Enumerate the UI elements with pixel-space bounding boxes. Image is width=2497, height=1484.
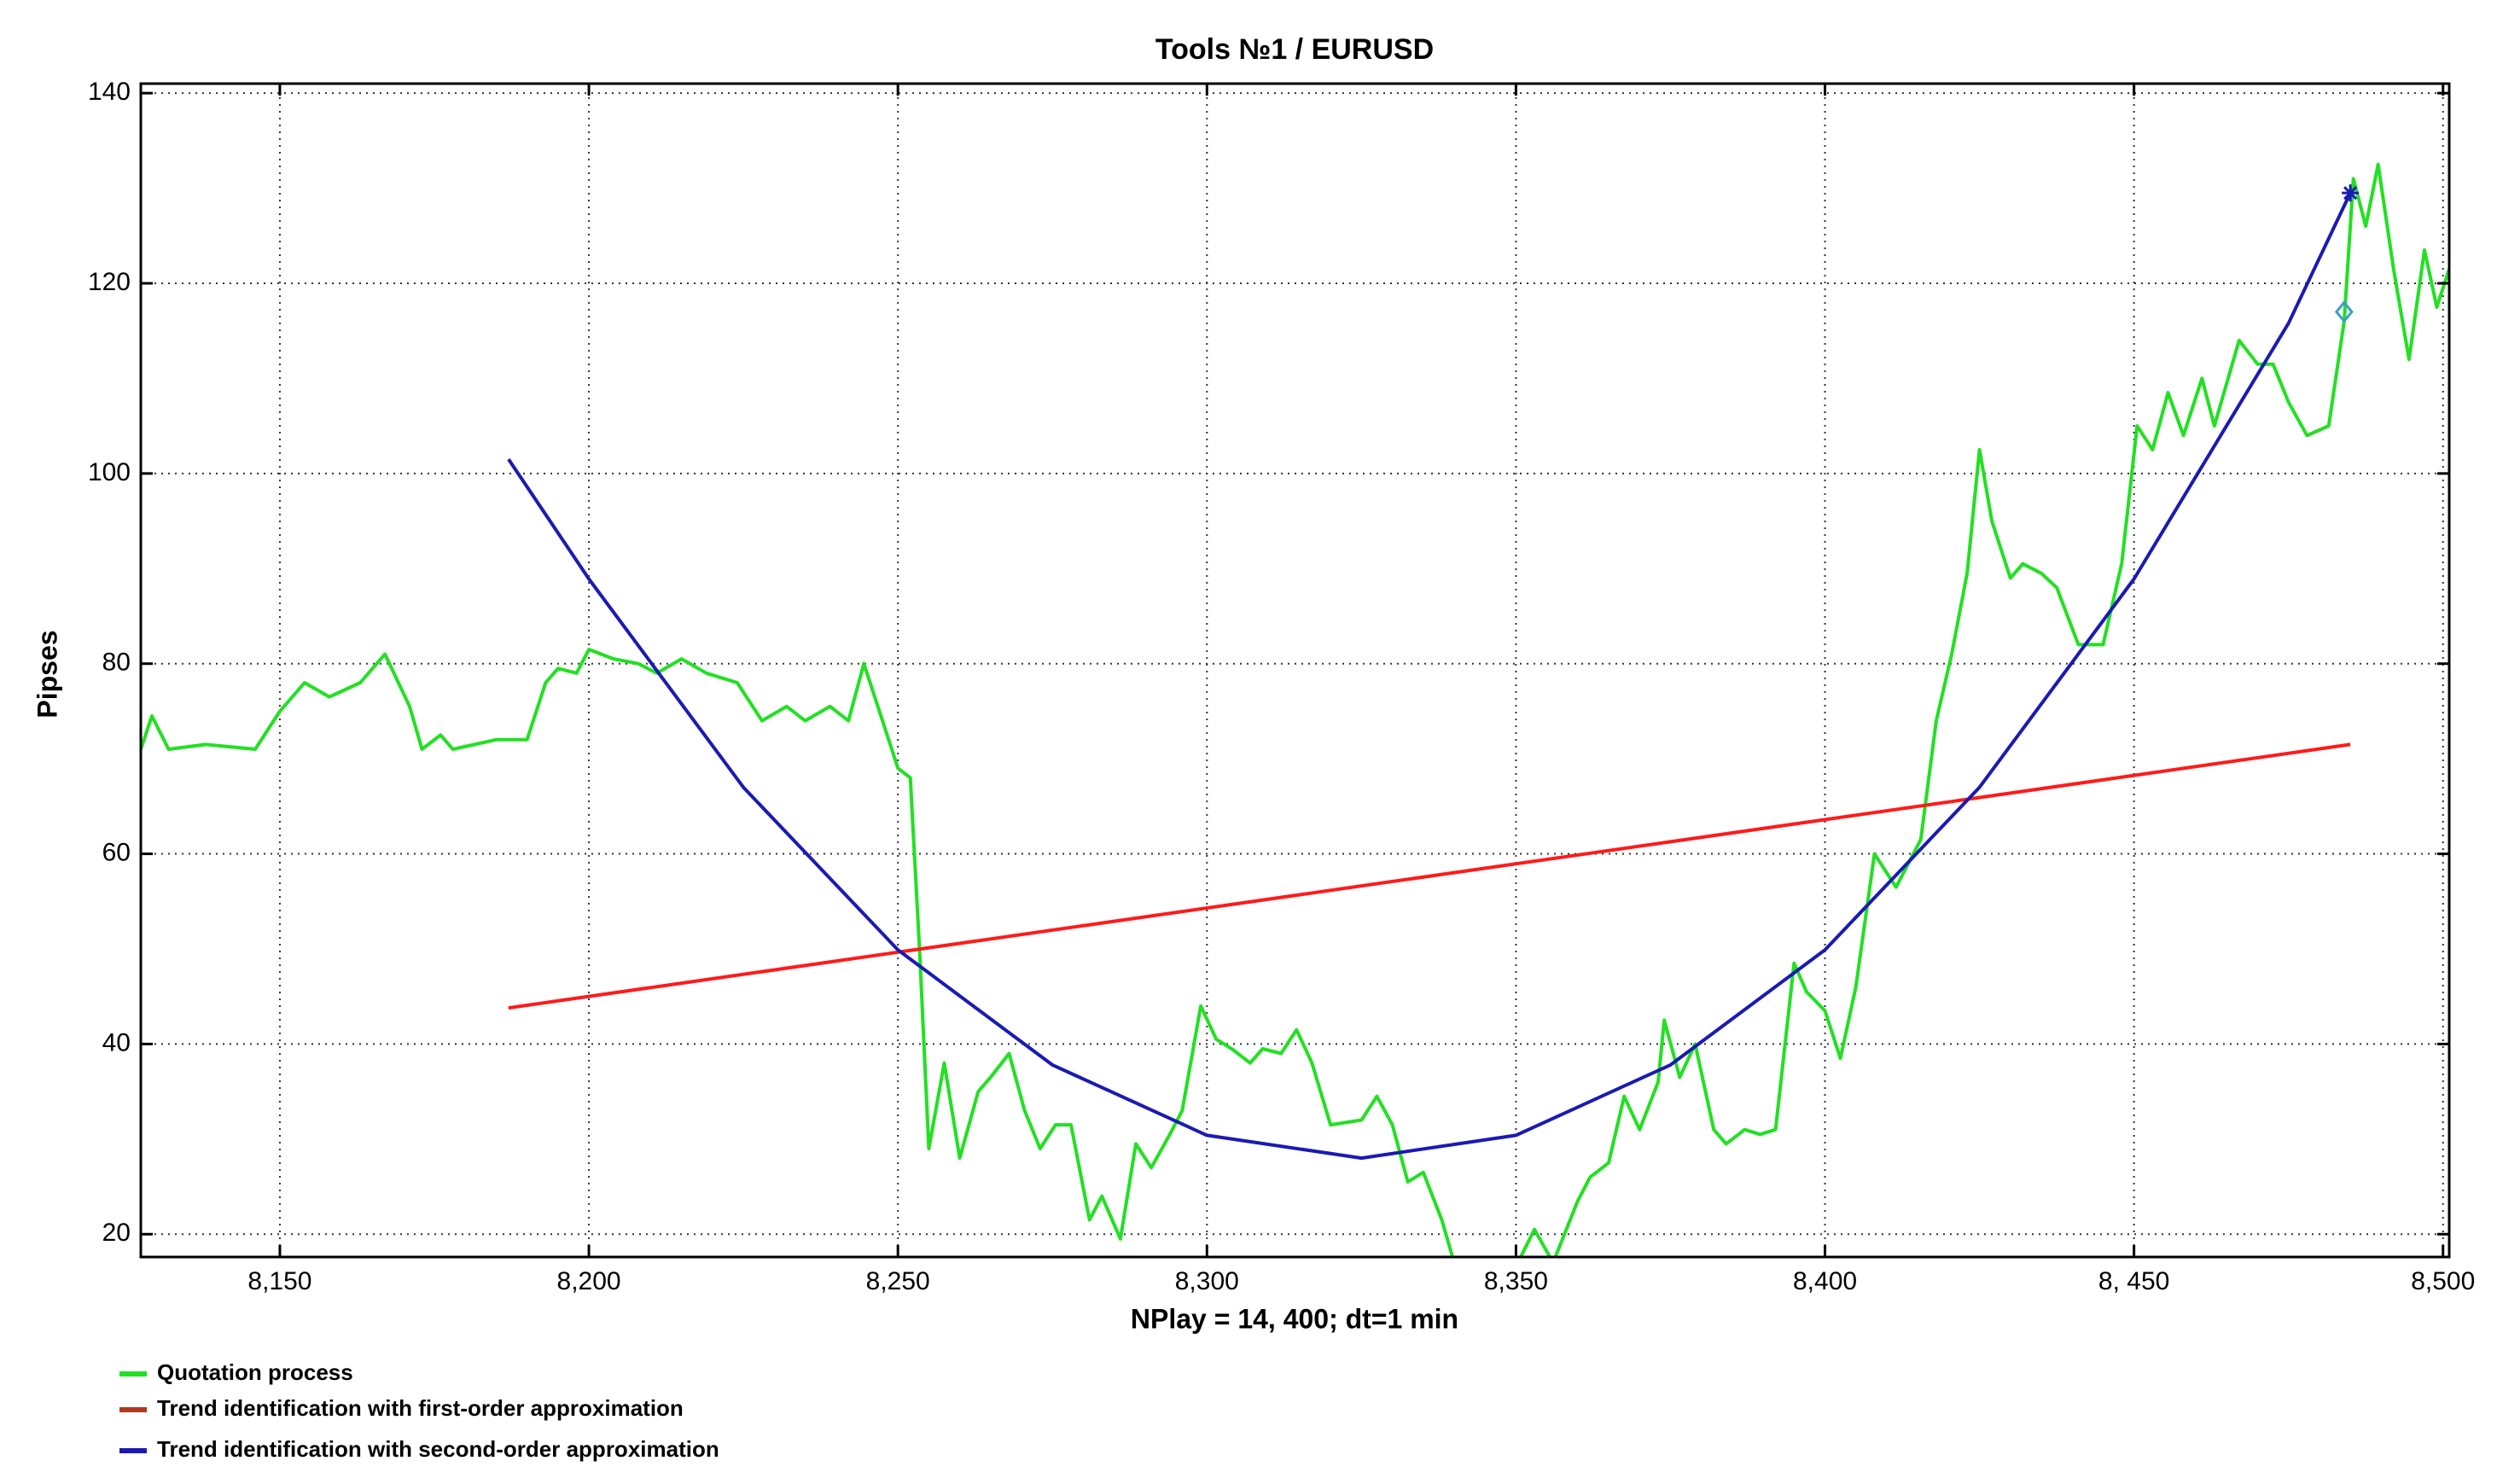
x-axis-label: NPlay = 14, 400; dt=1 min [1131,1303,1458,1334]
x-tick-label: 8,300 [1175,1267,1239,1295]
y-tick-label: 60 [102,838,131,866]
series-line [141,162,2449,1257]
marker [2342,184,2360,202]
x-tick-label: 8,500 [2411,1267,2475,1295]
legend-label: Trend identification with first-order ap… [157,1395,684,1421]
x-tick-label: 8,350 [1484,1267,1548,1295]
x-tick-label: 8,200 [557,1267,621,1295]
y-tick-label: 120 [88,268,131,296]
y-tick-label: 140 [88,78,131,106]
y-axis-label: Pipses [32,630,62,718]
x-tick-label: 8,250 [866,1267,930,1295]
y-tick-label: 100 [88,458,131,486]
x-tick-label: 8,150 [247,1267,311,1295]
y-tick-label: 40 [102,1028,131,1056]
marker [2334,300,2354,323]
legend-label: Trend identification with second-order a… [157,1436,719,1462]
plot-area [141,162,2449,1257]
x-tick-label: 8, 450 [2098,1267,2169,1295]
grid [141,84,2449,1257]
legend-label: Quotation process [157,1359,353,1385]
chart-title: Tools №1 / EURUSD [1155,33,1434,66]
y-tick-label: 80 [102,649,131,677]
axes-box [139,82,2451,1259]
series-line [507,192,2352,1161]
series-line [508,742,2351,1010]
legend: Quotation process Trend identification wi… [119,1359,719,1462]
y-tick-label: 20 [102,1219,131,1247]
ticks: 8,150 8,200 8,250 8,300 8,350 8,400 8, 450 8,50… [88,78,2475,1295]
x-tick-label: 8,400 [1793,1267,1857,1295]
